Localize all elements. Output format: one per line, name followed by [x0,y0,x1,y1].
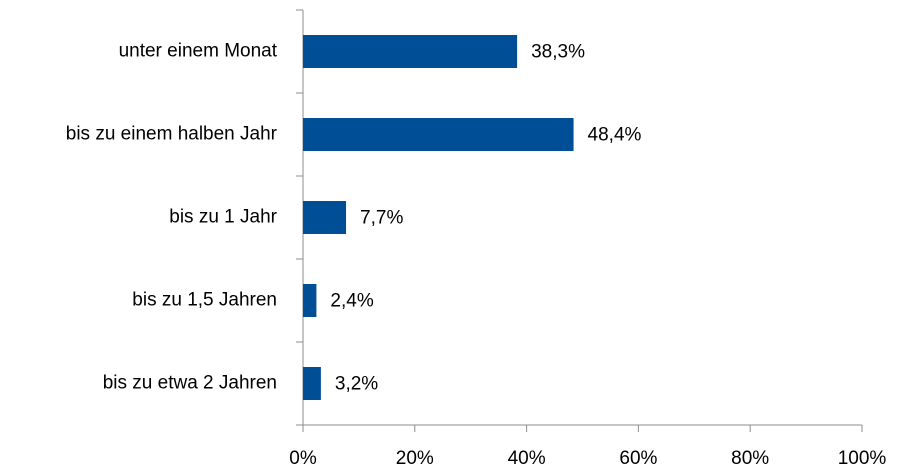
x-tick-label: 80% [731,448,769,469]
y-tick-label: bis zu etwa 2 Jahren [103,373,277,394]
y-tick-label: bis zu 1 Jahr [169,207,277,228]
bar [303,201,347,234]
value-label: 38,3% [531,42,585,63]
bar [303,35,518,68]
y-tick-label: bis zu einem halben Jahr [66,124,278,145]
value-label: 2,4% [330,291,373,312]
bar [303,367,321,400]
bar [303,284,317,317]
y-tick-label: unter einem Monat [119,41,278,62]
x-tick-label: 20% [396,448,434,469]
y-tick-label: bis zu 1,5 Jahren [132,290,277,311]
value-label: 48,4% [588,125,642,146]
value-label: 7,7% [360,208,403,229]
x-tick-label: 0% [289,448,317,469]
x-tick-label: 40% [508,448,546,469]
value-label: 3,2% [335,374,378,395]
x-tick-label: 60% [619,448,657,469]
bar [303,118,574,151]
x-tick-label: 100% [838,448,887,469]
